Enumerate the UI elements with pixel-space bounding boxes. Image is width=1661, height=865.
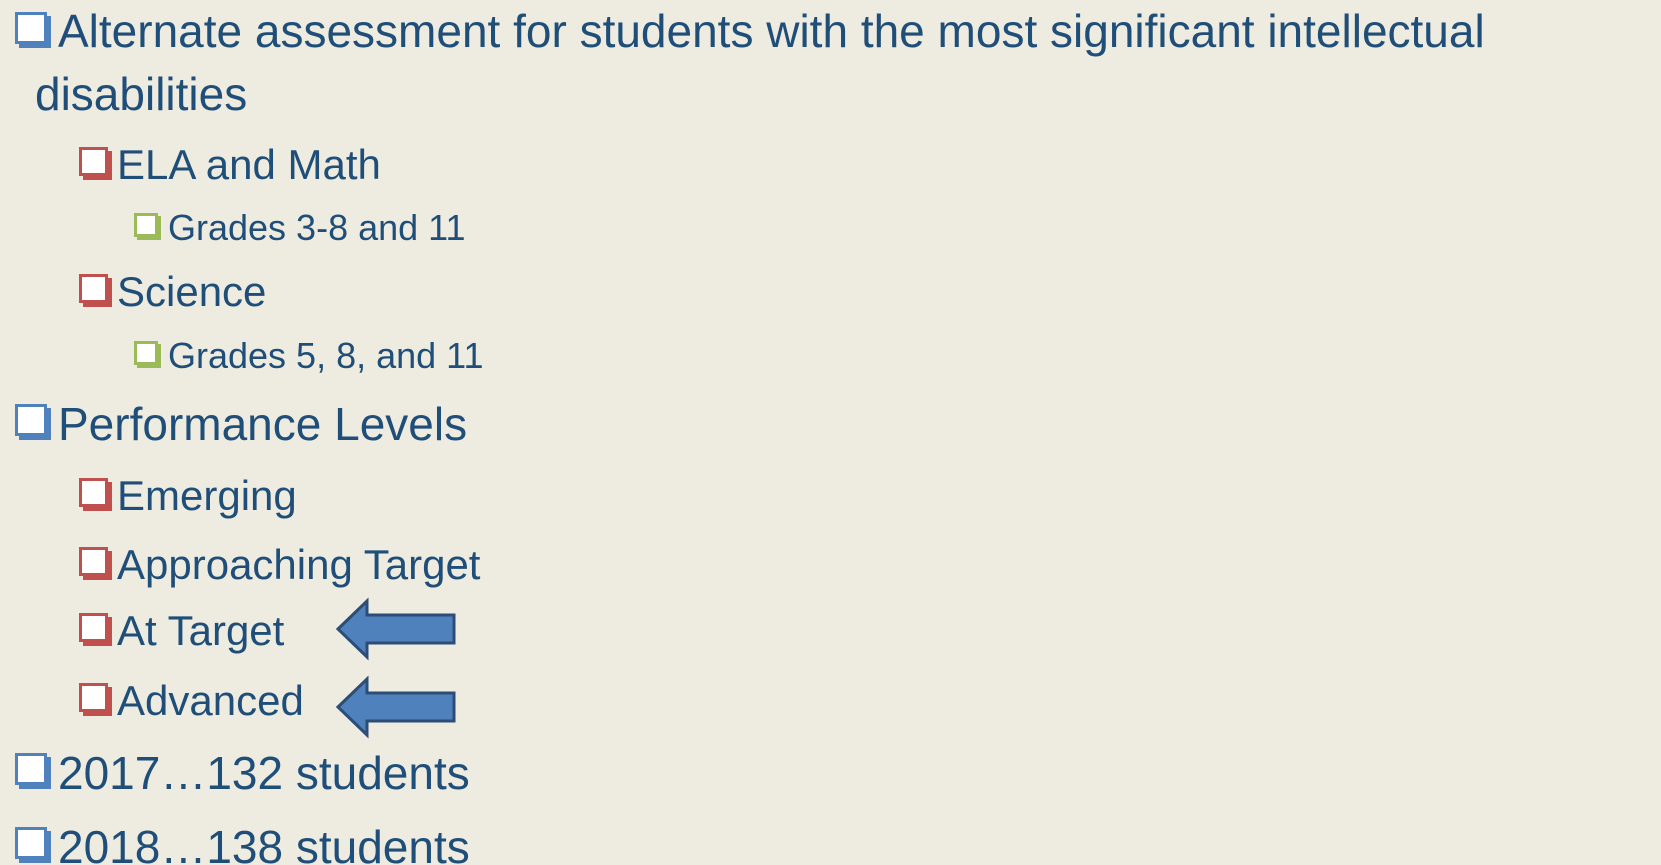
bullet	[79, 547, 108, 576]
bullet	[79, 147, 108, 176]
bullet-text: Alternate assessment for students with t…	[35, 5, 1485, 120]
bullet	[15, 827, 47, 859]
bullet-text: Emerging	[117, 472, 297, 519]
bullet	[79, 478, 108, 507]
bullet-text: Grades 3-8 and 11	[168, 207, 466, 248]
bullet	[79, 683, 108, 712]
arrow	[335, 675, 456, 739]
bullet-text: Science	[117, 268, 267, 315]
bullet	[15, 12, 47, 44]
bullet	[134, 341, 158, 365]
bullet-text: Grades 5, 8, and 11	[168, 335, 484, 376]
bullet	[15, 404, 47, 436]
arrow	[335, 597, 456, 661]
bullet	[79, 274, 108, 303]
bullet-text: 2017…132 students	[58, 747, 470, 799]
bullet	[15, 753, 47, 785]
bullet-text: Performance Levels	[58, 398, 468, 450]
bullet-text: Advanced	[117, 677, 304, 724]
bullet-text: ELA and Math	[117, 141, 381, 188]
bullet-text: At Target	[117, 607, 285, 654]
bullet	[134, 213, 158, 237]
bullet-text: Approaching Target	[117, 541, 481, 588]
bullet-text: 2018…138 students	[58, 821, 470, 865]
bullet	[79, 613, 108, 642]
